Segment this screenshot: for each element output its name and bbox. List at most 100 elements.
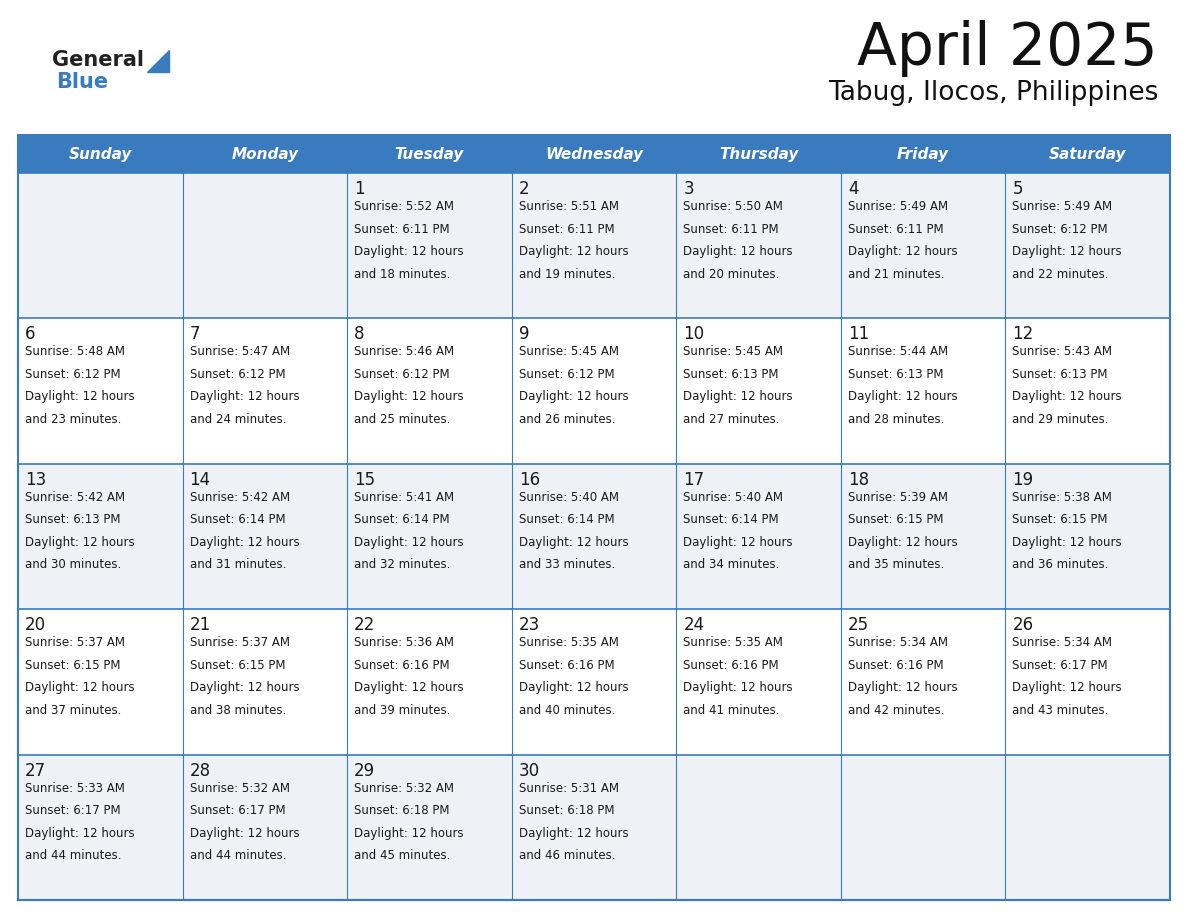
Text: 3: 3 [683, 180, 694, 198]
Bar [841, 173, 1005, 319]
Text: Sunset: 6:12 PM: Sunset: 6:12 PM [1012, 222, 1108, 236]
Text: Sunset: 6:11 PM: Sunset: 6:11 PM [848, 222, 943, 236]
Text: 19: 19 [1012, 471, 1034, 488]
Text: Sunrise: 5:31 AM: Sunrise: 5:31 AM [519, 781, 619, 795]
Text: and 33 minutes.: and 33 minutes. [519, 558, 615, 571]
Text: and 42 minutes.: and 42 minutes. [848, 704, 944, 717]
Text: 12: 12 [1012, 325, 1034, 343]
Bar [18, 755, 183, 900]
Bar [841, 319, 1005, 464]
Text: and 39 minutes.: and 39 minutes. [354, 704, 450, 717]
Text: Daylight: 12 hours: Daylight: 12 hours [683, 390, 792, 404]
Bar [1005, 135, 1170, 173]
Text: Daylight: 12 hours: Daylight: 12 hours [519, 536, 628, 549]
Text: Sunset: 6:14 PM: Sunset: 6:14 PM [683, 513, 779, 526]
Text: and 22 minutes.: and 22 minutes. [1012, 268, 1108, 281]
Text: Sunrise: 5:35 AM: Sunrise: 5:35 AM [683, 636, 783, 649]
Text: Monday: Monday [232, 147, 298, 162]
Bar [1005, 173, 1170, 319]
Text: Sunrise: 5:39 AM: Sunrise: 5:39 AM [848, 491, 948, 504]
Text: Daylight: 12 hours: Daylight: 12 hours [848, 390, 958, 404]
Text: April 2025: April 2025 [858, 20, 1158, 77]
Text: Sunset: 6:16 PM: Sunset: 6:16 PM [519, 659, 614, 672]
Text: Wednesday: Wednesday [545, 147, 643, 162]
Text: Daylight: 12 hours: Daylight: 12 hours [848, 681, 958, 694]
Bar [183, 755, 347, 900]
Text: Sunday: Sunday [69, 147, 132, 162]
Text: 16: 16 [519, 471, 539, 488]
Text: and 27 minutes.: and 27 minutes. [683, 413, 779, 426]
Text: Sunrise: 5:33 AM: Sunrise: 5:33 AM [25, 781, 125, 795]
Text: 27: 27 [25, 762, 46, 779]
Bar [347, 319, 512, 464]
Text: Sunset: 6:12 PM: Sunset: 6:12 PM [519, 368, 614, 381]
Text: Sunset: 6:13 PM: Sunset: 6:13 PM [25, 513, 120, 526]
Text: Sunset: 6:13 PM: Sunset: 6:13 PM [1012, 368, 1108, 381]
Bar [676, 135, 841, 173]
Text: Daylight: 12 hours: Daylight: 12 hours [1012, 681, 1121, 694]
Text: Sunset: 6:15 PM: Sunset: 6:15 PM [25, 659, 120, 672]
Bar [512, 755, 676, 900]
Text: and 38 minutes.: and 38 minutes. [190, 704, 286, 717]
Text: Sunrise: 5:44 AM: Sunrise: 5:44 AM [848, 345, 948, 358]
Text: 1: 1 [354, 180, 365, 198]
Text: 14: 14 [190, 471, 210, 488]
Bar [1005, 319, 1170, 464]
Text: and 37 minutes.: and 37 minutes. [25, 704, 121, 717]
Bar [347, 610, 512, 755]
Text: Sunset: 6:12 PM: Sunset: 6:12 PM [354, 368, 450, 381]
Text: Sunrise: 5:46 AM: Sunrise: 5:46 AM [354, 345, 454, 358]
Bar [841, 610, 1005, 755]
Text: 22: 22 [354, 616, 375, 634]
Text: Sunrise: 5:40 AM: Sunrise: 5:40 AM [519, 491, 619, 504]
Text: 21: 21 [190, 616, 210, 634]
Text: Sunrise: 5:38 AM: Sunrise: 5:38 AM [1012, 491, 1112, 504]
Text: Sunset: 6:17 PM: Sunset: 6:17 PM [1012, 659, 1108, 672]
Text: 25: 25 [848, 616, 868, 634]
Text: Daylight: 12 hours: Daylight: 12 hours [354, 390, 463, 404]
Bar [183, 319, 347, 464]
Text: Sunset: 6:17 PM: Sunset: 6:17 PM [25, 804, 121, 817]
Text: Sunset: 6:13 PM: Sunset: 6:13 PM [848, 368, 943, 381]
Text: 8: 8 [354, 325, 365, 343]
Text: General: General [52, 50, 144, 70]
Bar [1005, 755, 1170, 900]
Text: Daylight: 12 hours: Daylight: 12 hours [190, 536, 299, 549]
Text: and 25 minutes.: and 25 minutes. [354, 413, 450, 426]
Text: Sunset: 6:14 PM: Sunset: 6:14 PM [190, 513, 285, 526]
Bar [512, 319, 676, 464]
Text: Tuesday: Tuesday [394, 147, 465, 162]
Bar [18, 610, 183, 755]
Bar [676, 464, 841, 610]
Text: and 26 minutes.: and 26 minutes. [519, 413, 615, 426]
Bar [1005, 610, 1170, 755]
Text: Sunrise: 5:42 AM: Sunrise: 5:42 AM [190, 491, 290, 504]
Text: 10: 10 [683, 325, 704, 343]
Text: 9: 9 [519, 325, 529, 343]
Bar [18, 135, 1170, 900]
Bar [183, 173, 347, 319]
Text: Sunrise: 5:41 AM: Sunrise: 5:41 AM [354, 491, 454, 504]
Text: and 41 minutes.: and 41 minutes. [683, 704, 779, 717]
Text: Sunrise: 5:43 AM: Sunrise: 5:43 AM [1012, 345, 1112, 358]
Text: Sunrise: 5:47 AM: Sunrise: 5:47 AM [190, 345, 290, 358]
Text: Sunset: 6:18 PM: Sunset: 6:18 PM [354, 804, 449, 817]
Text: Sunset: 6:15 PM: Sunset: 6:15 PM [1012, 513, 1108, 526]
Text: Daylight: 12 hours: Daylight: 12 hours [190, 827, 299, 840]
Bar [183, 610, 347, 755]
Text: Daylight: 12 hours: Daylight: 12 hours [354, 536, 463, 549]
Bar [18, 173, 183, 319]
Text: and 23 minutes.: and 23 minutes. [25, 413, 121, 426]
Text: Sunrise: 5:32 AM: Sunrise: 5:32 AM [354, 781, 454, 795]
Text: Sunrise: 5:49 AM: Sunrise: 5:49 AM [848, 200, 948, 213]
Text: Daylight: 12 hours: Daylight: 12 hours [354, 245, 463, 258]
Text: Daylight: 12 hours: Daylight: 12 hours [190, 390, 299, 404]
Text: Sunrise: 5:45 AM: Sunrise: 5:45 AM [683, 345, 783, 358]
Bar [512, 610, 676, 755]
Text: Daylight: 12 hours: Daylight: 12 hours [519, 827, 628, 840]
Text: 26: 26 [1012, 616, 1034, 634]
Bar [347, 173, 512, 319]
Text: Sunset: 6:12 PM: Sunset: 6:12 PM [190, 368, 285, 381]
Text: and 31 minutes.: and 31 minutes. [190, 558, 286, 571]
Text: and 40 minutes.: and 40 minutes. [519, 704, 615, 717]
